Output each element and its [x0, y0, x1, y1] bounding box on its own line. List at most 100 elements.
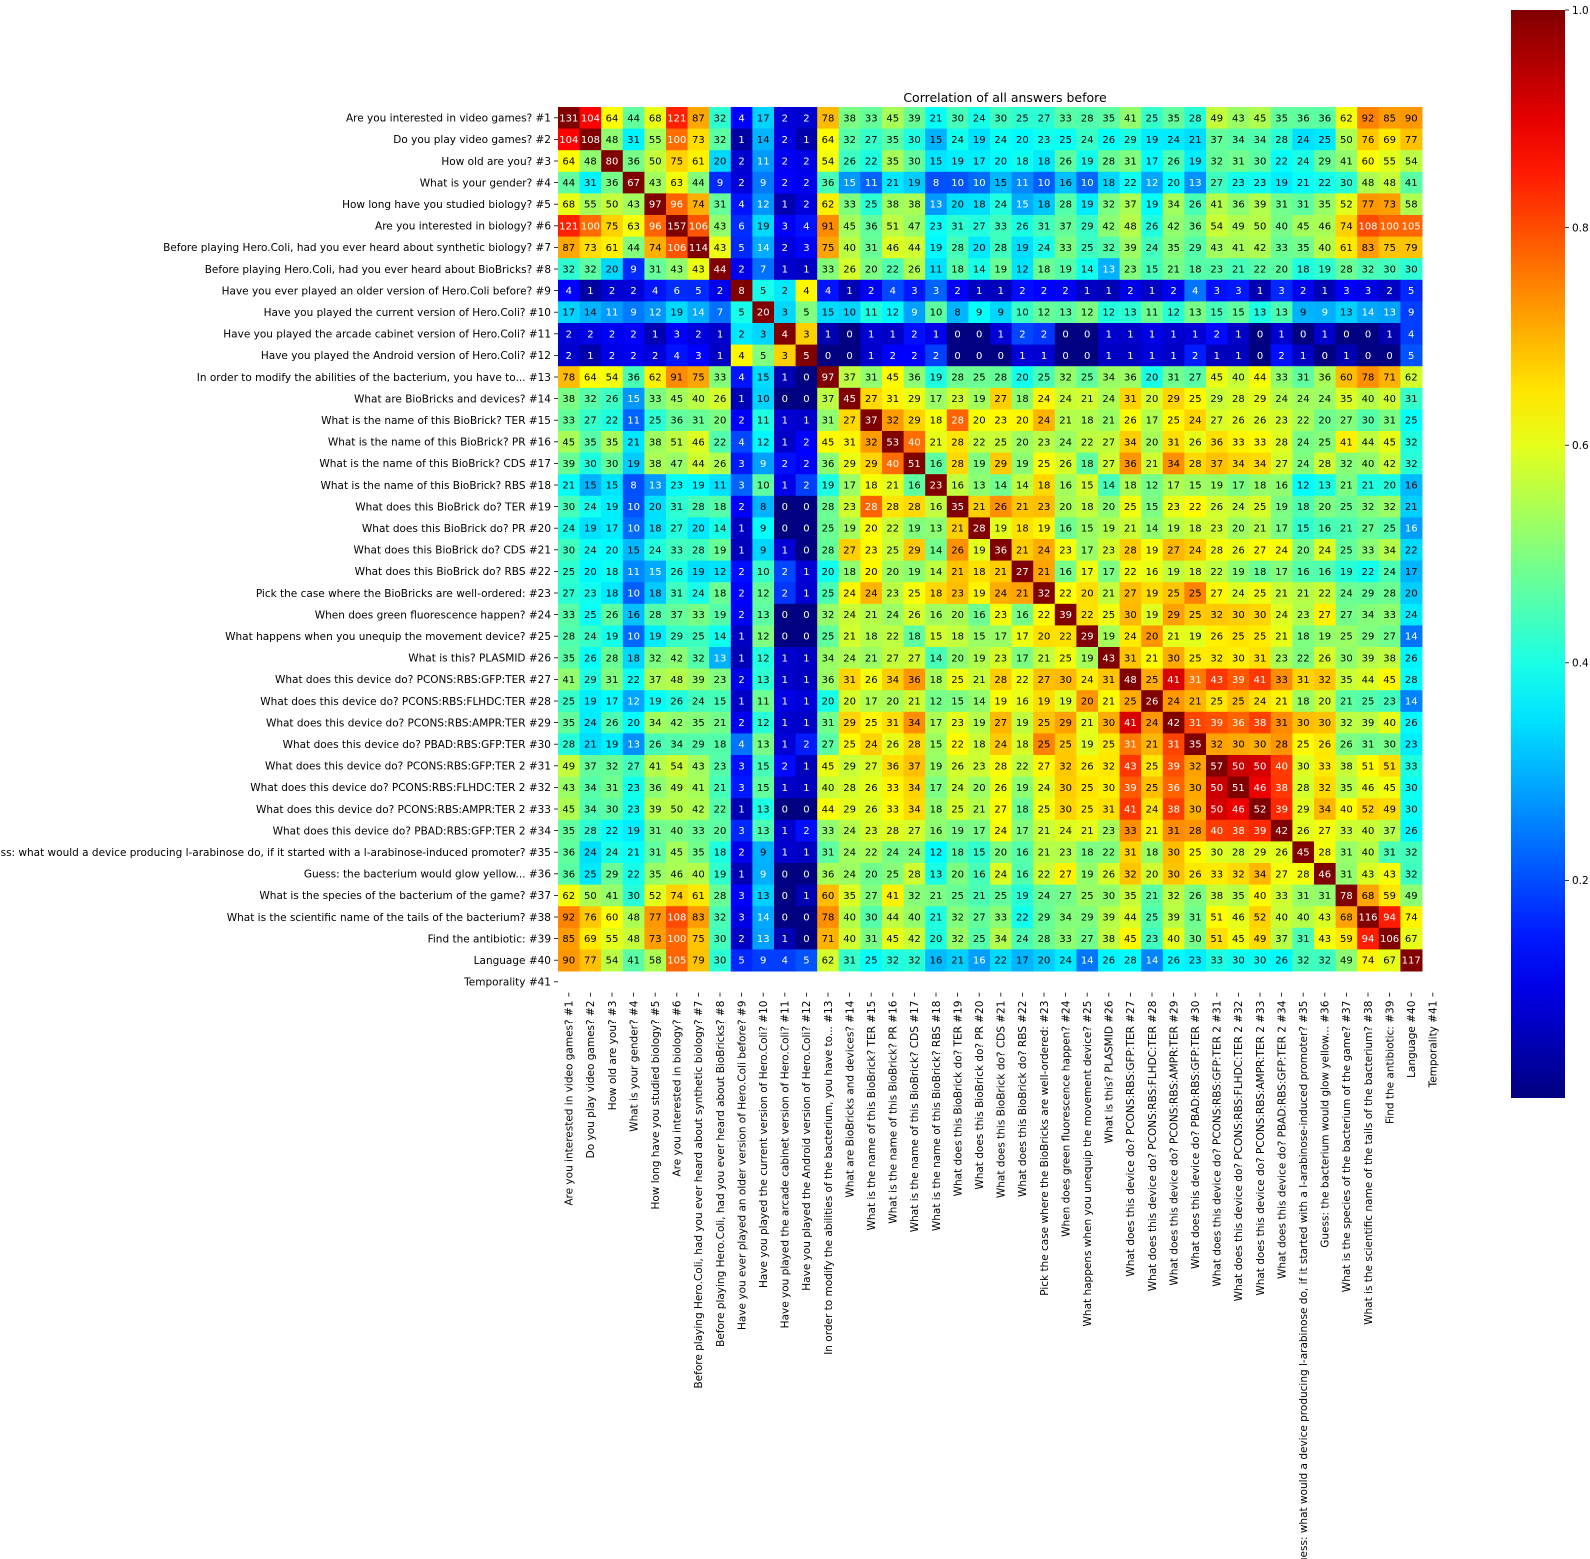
cell-value: 27 [562, 589, 575, 600]
heatmap-cell [1033, 366, 1056, 389]
cell-value: 25 [843, 740, 856, 751]
heatmap-cell [882, 171, 905, 194]
cell-value: 21 [1038, 567, 1051, 578]
cell-value: 1 [976, 286, 982, 297]
cell-value: 1 [782, 200, 788, 211]
cell-value: 26 [886, 740, 899, 751]
cell-value: 20 [1383, 481, 1396, 492]
cell-value: 1 [738, 632, 744, 643]
cell-value: 49 [1383, 805, 1396, 816]
heatmap-cell [1227, 366, 1250, 389]
cell-value: 21 [1038, 653, 1051, 664]
cell-value: 38 [1340, 761, 1353, 772]
heatmap-cell [925, 301, 948, 324]
cell-value: 17 [1016, 632, 1029, 643]
heatmap-cell [1141, 215, 1164, 238]
cell-value: 1 [803, 567, 809, 578]
heatmap-cell [709, 301, 732, 324]
heatmap-cell [1400, 171, 1423, 194]
cell-value: 30 [562, 545, 575, 556]
cell-value: 19 [649, 697, 662, 708]
cell-value: 22 [886, 265, 899, 276]
cell-value: 15 [649, 567, 662, 578]
heatmap-cell [1314, 279, 1337, 302]
cell-value: 33 [1318, 761, 1331, 772]
cell-value: 26 [843, 265, 856, 276]
cell-value: 1 [803, 416, 809, 427]
cell-value: 23 [843, 502, 856, 513]
cell-value: 45 [1254, 113, 1267, 124]
y-tick-label: What is the species of the bacterium of … [259, 890, 551, 902]
x-tick-label: What does this BioBrick do? TER #19 [952, 1001, 964, 1197]
cell-value: 79 [1405, 243, 1418, 254]
cell-value: 25 [1146, 113, 1159, 124]
cell-value: 33 [1275, 243, 1288, 254]
cell-value: 25 [908, 589, 921, 600]
heatmap-cell [1249, 128, 1272, 151]
cell-value: 15 [994, 178, 1007, 189]
heatmap-cell [795, 301, 818, 324]
cell-value: 32 [1232, 869, 1245, 880]
cell-value: 1 [782, 848, 788, 859]
cell-value: 28 [1189, 826, 1202, 837]
cell-value: 28 [692, 502, 705, 513]
cell-value: 35 [562, 826, 575, 837]
cell-value: 38 [843, 113, 856, 124]
cell-value: 30 [1340, 653, 1353, 664]
cell-value: 11 [627, 567, 640, 578]
cell-value: 35 [886, 135, 899, 146]
cell-value: 26 [1189, 200, 1202, 211]
cell-value: 22 [865, 157, 878, 168]
cell-value: 2 [695, 329, 701, 340]
cell-value: 63 [627, 221, 640, 232]
cell-value: 19 [627, 459, 640, 470]
cell-value: 1 [738, 653, 744, 664]
cell-value: 26 [1318, 740, 1331, 751]
heatmap-cell [579, 215, 602, 238]
cell-value: 77 [584, 956, 597, 967]
heatmap-cell [925, 279, 948, 302]
cell-value: 11 [757, 697, 770, 708]
cell-value: 19 [1081, 200, 1094, 211]
cell-value: 36 [908, 675, 921, 686]
cell-value: 31 [1405, 394, 1418, 405]
heatmap-cell [666, 107, 689, 130]
cell-value: 21 [1146, 891, 1159, 902]
cell-value: 11 [1146, 308, 1159, 319]
cell-value: 27 [822, 740, 835, 751]
cell-value: 36 [1124, 373, 1137, 384]
heatmap-cell [1378, 279, 1401, 302]
heatmap-cell [817, 107, 840, 130]
cell-value: 27 [1038, 675, 1051, 686]
cell-value: 2 [717, 286, 723, 297]
cell-value: 0 [1365, 329, 1371, 340]
heatmap-cell [622, 344, 645, 367]
heatmap-cell [1357, 387, 1380, 410]
cell-value: 31 [865, 934, 878, 945]
heatmap-cell [1162, 301, 1185, 324]
cell-value: 32 [1318, 675, 1331, 686]
heatmap-cell [860, 323, 883, 346]
heatmap-cell [1227, 323, 1250, 346]
cell-value: 15 [973, 632, 986, 643]
cell-value: 42 [692, 805, 705, 816]
heatmap-cell [774, 409, 797, 432]
cell-value: 0 [803, 610, 809, 621]
x-tick-label: What is this? PLASMID #26 [1104, 1000, 1116, 1143]
cell-value: 19 [584, 697, 597, 708]
heatmap-cell [1054, 366, 1077, 389]
heatmap-cell [1249, 215, 1272, 238]
heatmap-cell [644, 279, 667, 302]
cell-value: 16 [1016, 697, 1029, 708]
cell-value: 28 [1297, 783, 1310, 794]
cell-value: 24 [1167, 135, 1180, 146]
cell-value: 16 [1146, 567, 1159, 578]
y-tick-label: What does this device do? PCONS:RBS:FLHD… [260, 696, 551, 708]
cell-value: 9 [1322, 308, 1328, 319]
cell-value: 22 [1124, 178, 1137, 189]
cell-value: 20 [822, 697, 835, 708]
cell-value: 1 [587, 351, 593, 362]
cell-value: 1 [782, 265, 788, 276]
cell-value: 24 [1232, 502, 1245, 513]
cell-value: 25 [562, 697, 575, 708]
